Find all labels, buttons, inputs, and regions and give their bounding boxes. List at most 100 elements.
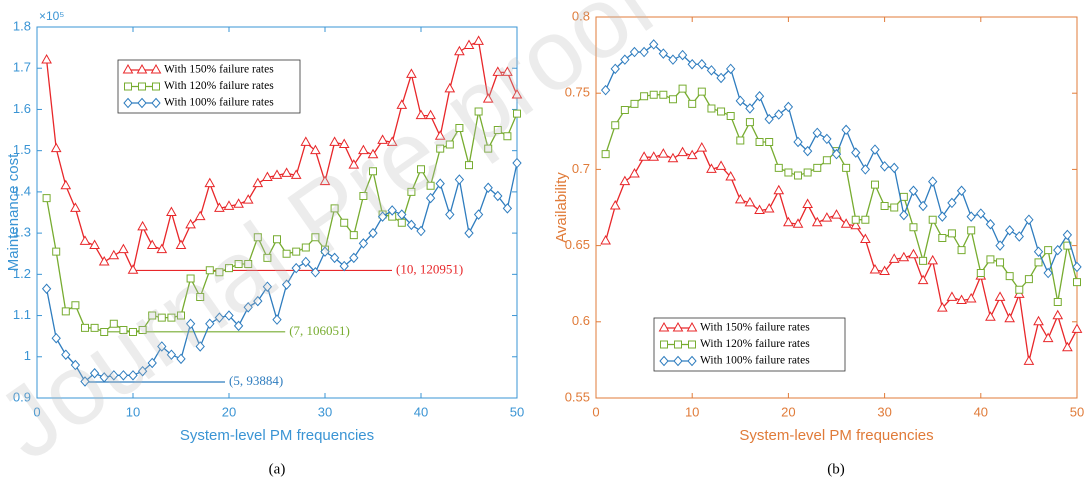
marker (52, 247, 61, 256)
marker (783, 216, 794, 227)
marker (244, 260, 253, 269)
marker (71, 301, 80, 310)
marker (482, 93, 494, 103)
marker (994, 291, 1006, 301)
marker (966, 211, 976, 222)
marker (300, 136, 312, 146)
marker (137, 220, 148, 231)
marker (1023, 355, 1035, 365)
marker (157, 313, 166, 322)
marker (706, 65, 717, 76)
marker (511, 88, 523, 99)
marker (619, 175, 631, 186)
marker (444, 82, 456, 93)
x-tick-label: 0 (592, 404, 599, 419)
marker (215, 268, 224, 277)
y-axis-label: Maintenance cost (5, 153, 22, 271)
marker (148, 311, 157, 320)
marker (123, 97, 133, 109)
marker (473, 209, 484, 220)
y-tick-label: 1 (24, 348, 31, 363)
marker (273, 235, 281, 244)
marker (879, 265, 890, 276)
marker (445, 140, 454, 149)
marker (648, 151, 660, 161)
marker (223, 200, 235, 210)
marker (725, 171, 737, 181)
marker (1062, 341, 1073, 352)
marker (1062, 229, 1073, 241)
y-tick-label: 1.7 (13, 60, 31, 75)
marker (483, 182, 493, 194)
legend-label: With 120% failure rates (164, 80, 274, 92)
marker (233, 198, 244, 208)
marker (686, 321, 698, 332)
marker (253, 295, 263, 307)
marker (841, 124, 851, 136)
marker (146, 239, 158, 249)
marker (349, 231, 358, 240)
marker (406, 68, 417, 78)
marker (672, 321, 684, 332)
marker (1044, 246, 1053, 255)
marker (629, 167, 640, 178)
marker (928, 215, 937, 224)
marker (765, 137, 774, 146)
x-tick-label: 0 (33, 404, 40, 419)
marker (156, 243, 168, 254)
marker (745, 103, 755, 114)
x-tick-label: 40 (974, 404, 988, 419)
marker (454, 174, 465, 185)
x-tick-label: 20 (222, 404, 236, 419)
marker (842, 163, 851, 172)
y-tick-label: 0.9 (13, 389, 31, 404)
marker (850, 219, 862, 230)
marker (150, 63, 162, 74)
y-tick-label: 0.8 (572, 8, 590, 23)
marker (99, 372, 109, 383)
marker (784, 168, 793, 177)
marker (696, 142, 708, 152)
marker (794, 171, 803, 180)
marker (744, 196, 756, 207)
marker (640, 92, 649, 101)
marker (908, 185, 919, 196)
marker (976, 208, 986, 219)
marker (358, 144, 369, 155)
marker (89, 239, 100, 249)
marker (928, 176, 938, 187)
marker (1053, 244, 1063, 256)
marker (659, 355, 669, 367)
marker (463, 39, 475, 50)
y-tick-label: 1.8 (13, 18, 31, 33)
marker (889, 162, 899, 174)
x-tick-label: 50 (1070, 404, 1084, 419)
marker (688, 99, 697, 108)
marker (301, 243, 310, 252)
marker (492, 66, 504, 76)
x-tick-label: 30 (877, 404, 891, 419)
marker (1015, 285, 1024, 294)
marker (233, 320, 244, 332)
marker (377, 134, 388, 144)
marker (50, 142, 62, 153)
marker (965, 292, 977, 303)
marker (822, 156, 831, 165)
marker (1073, 278, 1081, 287)
marker (129, 328, 137, 337)
marker (416, 225, 426, 237)
marker (956, 185, 967, 196)
marker (290, 169, 302, 179)
marker (736, 136, 745, 145)
marker (668, 54, 678, 65)
marker (957, 246, 966, 255)
marker (678, 84, 687, 93)
legend-label: With 150% failure rates (700, 322, 810, 334)
marker (465, 161, 473, 170)
marker (802, 198, 813, 208)
marker (658, 48, 669, 59)
marker (319, 175, 331, 186)
marker (205, 318, 215, 330)
x-tick-label: 40 (414, 404, 428, 419)
marker (464, 227, 474, 239)
